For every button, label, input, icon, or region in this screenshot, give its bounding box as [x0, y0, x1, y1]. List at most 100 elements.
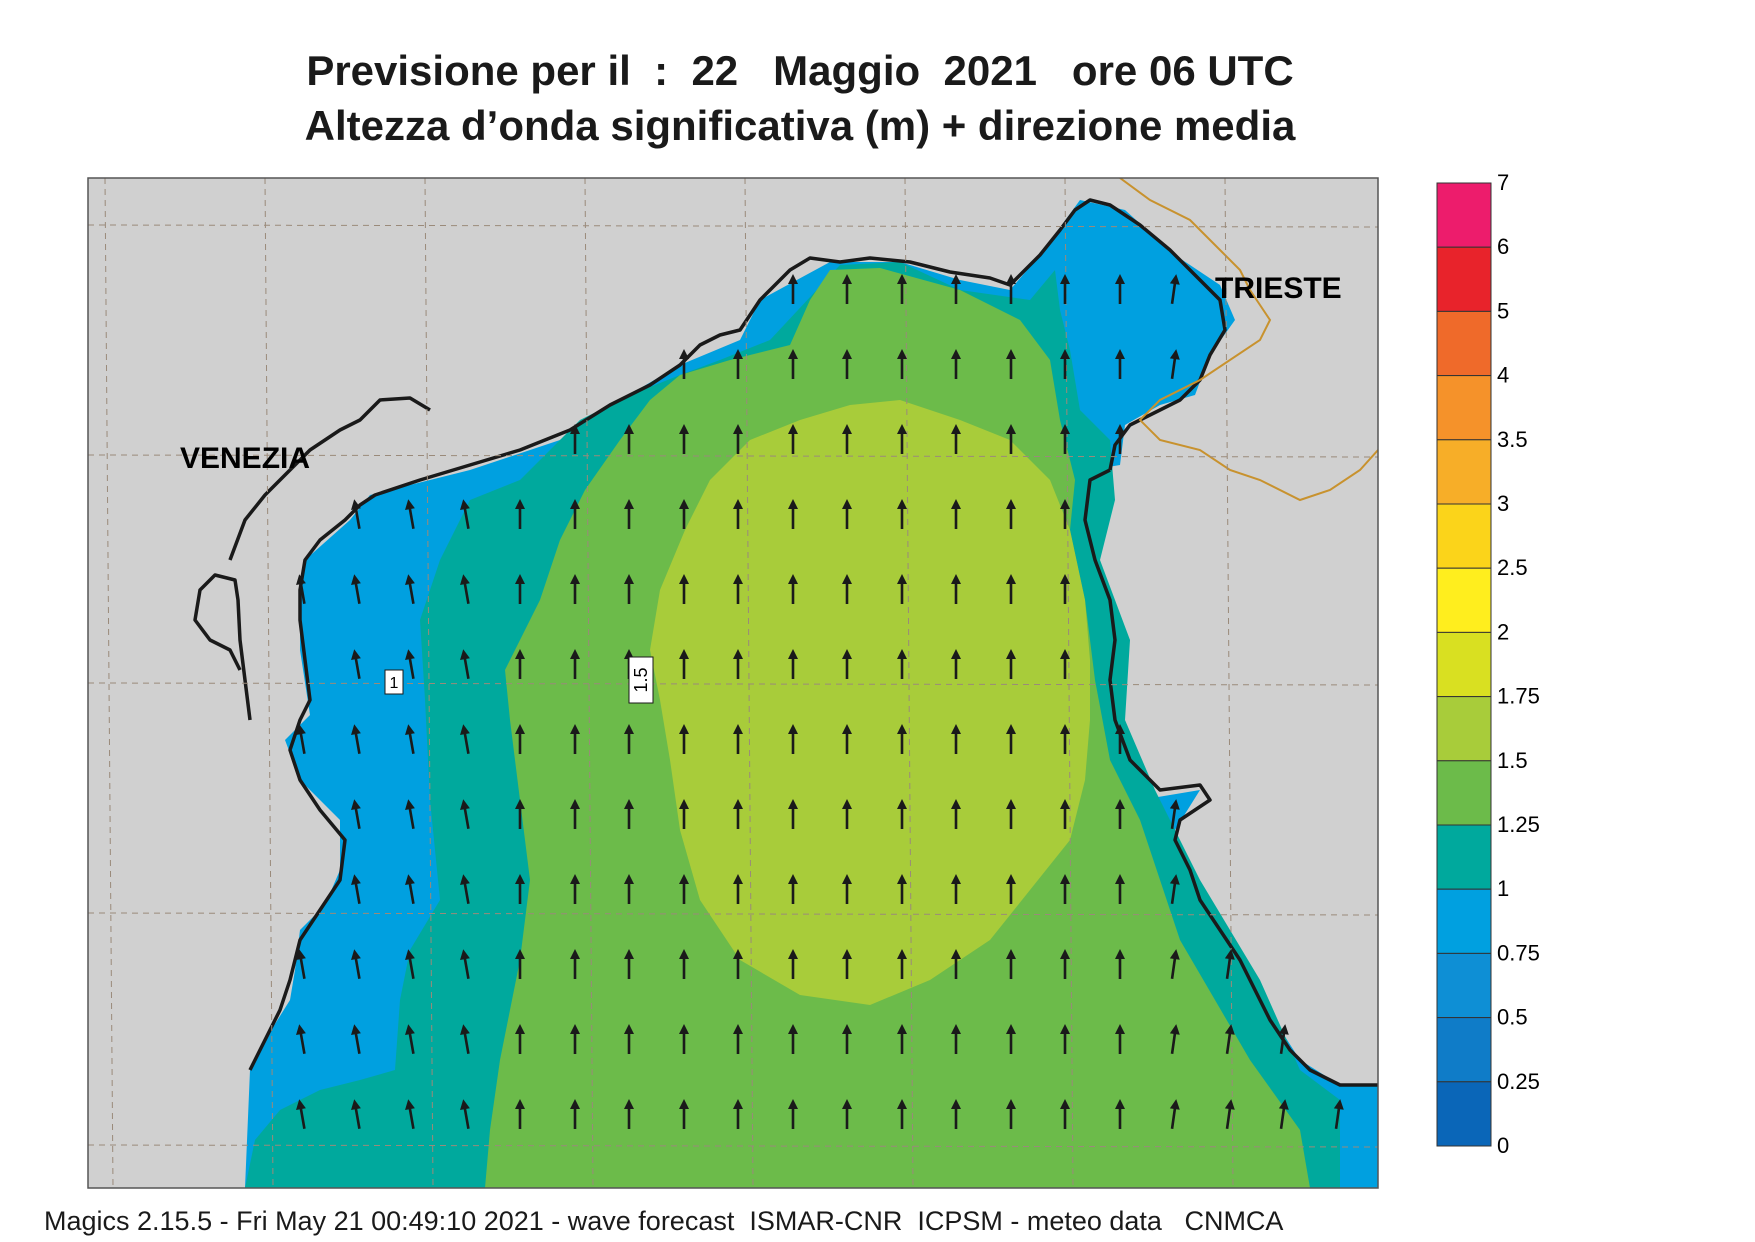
wave-arrow: [1169, 1099, 1180, 1130]
wave-arrow: [679, 949, 689, 979]
wave-arrow: [733, 1024, 743, 1054]
colorbar-tick-label: 7: [1497, 170, 1509, 195]
wave-arrow: [897, 349, 907, 379]
wave-arrow: [733, 499, 743, 529]
sea-band-1.5-1.75: [650, 400, 1090, 1005]
colorbar-swatch: [1436, 824, 1492, 890]
map-area: 1 1.5 VENEZIA TRIESTE: [88, 178, 1378, 1188]
colorbar-tick-label: 3: [1497, 491, 1509, 516]
wave-arrow: [570, 949, 580, 979]
wave-arrow: [570, 574, 580, 604]
wave-arrow: [624, 499, 634, 529]
wave-direction-arrows: [296, 274, 1344, 1130]
wave-arrow: [351, 724, 361, 755]
land-venice-lagoon: [230, 395, 430, 720]
wave-arrow: [460, 799, 470, 830]
coastline-east: [1083, 468, 1378, 1087]
wave-arrow: [951, 649, 961, 679]
wave-arrow: [897, 499, 907, 529]
wave-arrow: [1006, 649, 1016, 679]
title-line-1: Previsione per il : 22 Maggio 2021 ore 0…: [306, 47, 1294, 94]
wave-arrow: [679, 574, 689, 604]
wave-arrow: [842, 949, 852, 979]
wave-arrow: [1060, 874, 1070, 904]
wave-arrow: [679, 349, 689, 379]
wave-arrow: [1006, 499, 1016, 529]
colorbar-tick-label: 0.75: [1497, 940, 1540, 965]
wave-arrow: [788, 349, 798, 379]
colorbar-tick-label: 0.5: [1497, 1005, 1528, 1030]
wave-arrow: [788, 499, 798, 529]
wave-arrow: [351, 799, 361, 830]
city-label-venezia: VENEZIA: [180, 442, 310, 475]
wave-arrow: [1006, 1024, 1016, 1054]
wave-arrow: [679, 1099, 689, 1129]
wave-arrow: [1333, 1099, 1344, 1130]
wave-arrow: [788, 799, 798, 829]
wave-arrow: [951, 724, 961, 754]
wave-arrow: [296, 1099, 306, 1130]
map-frame: [87, 177, 1379, 1189]
meridian-line: [584, 178, 594, 1188]
wave-arrow: [1060, 949, 1070, 979]
wave-arrow: [460, 874, 470, 905]
wave-arrow: [1169, 1024, 1180, 1055]
wave-arrow: [679, 424, 689, 454]
wave-arrow: [733, 424, 743, 454]
wave-arrow: [460, 1024, 470, 1055]
wave-arrow: [788, 274, 798, 304]
colorbar-tick-label: 1.5: [1497, 748, 1528, 773]
colorbar-tick-label: 1.75: [1497, 684, 1540, 709]
meridian-line: [1064, 178, 1074, 1188]
wave-arrow: [1169, 274, 1180, 305]
wave-arrow: [570, 799, 580, 829]
wave-arrow: [405, 649, 415, 680]
wave-arrow: [897, 724, 907, 754]
meridian-line: [904, 178, 914, 1188]
wave-arrow: [733, 1099, 743, 1129]
wave-arrow: [515, 949, 525, 979]
wave-arrow: [460, 649, 470, 680]
colorbar-swatch: [1436, 375, 1492, 441]
title-line-2: Altezza d’onda significativa (m) + direz…: [304, 102, 1296, 149]
colorbar-swatch: [1436, 246, 1492, 312]
wave-arrow: [897, 574, 907, 604]
coastline-west: [248, 198, 1227, 1071]
wave-arrow: [296, 724, 306, 755]
wave-arrow: [733, 799, 743, 829]
meridian-line: [744, 178, 754, 1188]
wave-arrow: [788, 1024, 798, 1054]
wave-arrow: [842, 724, 852, 754]
wave-arrow: [296, 949, 306, 980]
wave-arrow: [570, 499, 580, 529]
wave-arrow: [733, 874, 743, 904]
wave-arrow: [460, 1099, 470, 1130]
colorbar-swatch: [1436, 888, 1492, 954]
wave-arrow: [679, 649, 689, 679]
wave-arrow: [788, 649, 798, 679]
wave-arrow: [1115, 724, 1125, 754]
colorbar-swatch: [1436, 182, 1492, 248]
wave-arrow: [515, 874, 525, 904]
colorbar-swatch: [1436, 310, 1492, 377]
wave-arrow: [733, 949, 743, 979]
wave-arrow: [1115, 424, 1125, 454]
wave-arrow: [1060, 349, 1070, 379]
national-border: [1119, 178, 1378, 502]
wave-arrow: [1224, 1024, 1235, 1055]
wave-arrow: [733, 649, 743, 679]
wave-arrow: [405, 799, 415, 830]
wave-arrow: [515, 724, 525, 754]
wave-arrow: [842, 1099, 852, 1129]
wave-arrow: [679, 724, 689, 754]
wave-arrow: [1224, 1099, 1235, 1130]
wave-arrow: [897, 799, 907, 829]
wave-arrow: [788, 424, 798, 454]
wave-arrow: [624, 949, 634, 979]
wave-arrow: [1006, 274, 1016, 304]
wave-arrow: [405, 1024, 415, 1055]
contour-label-1-text: 1: [390, 675, 399, 692]
wave-arrow: [842, 1024, 852, 1054]
contour-label-1.5: 1.5: [628, 656, 654, 704]
colorbar-tick-label: 3.5: [1497, 427, 1528, 452]
